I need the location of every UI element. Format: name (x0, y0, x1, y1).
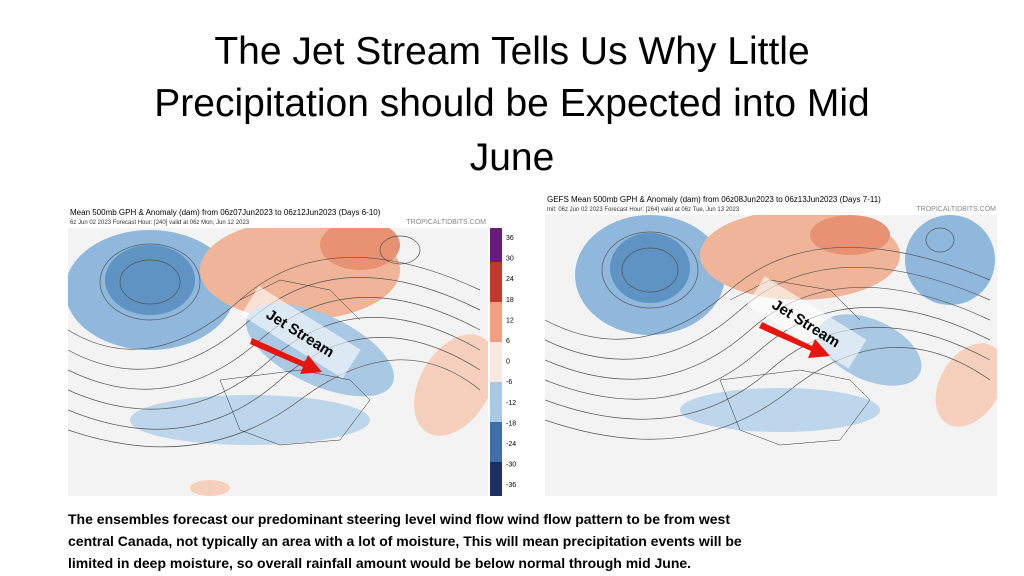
colorbar-label: 6 (506, 338, 510, 345)
colorbar-label: 24 (506, 276, 514, 283)
colorbar-label: 18 (506, 297, 514, 304)
colorbar-label: -12 (506, 400, 516, 407)
colorbar-label: -18 (506, 420, 516, 427)
map-header: Mean 500mb GPH & Anomaly (dam) from 06z0… (70, 208, 381, 217)
colorbar-label: -6 (506, 379, 512, 386)
colorbar (490, 228, 502, 496)
body-line: limited in deep moisture, so overall rai… (68, 555, 692, 571)
arrow (759, 322, 830, 358)
colorbar-label: -36 (506, 482, 516, 489)
body-line: central Canada, not typically an area wi… (68, 533, 742, 549)
map-credit: TROPICALTIDBITS.COM (406, 219, 486, 226)
map-header: GEFS Mean 500mb GPH & Anomaly (dam) from… (547, 195, 881, 204)
title-line: June (469, 136, 555, 179)
colorbar-label: -30 (506, 462, 516, 469)
title-line: Precipitation should be Expected into Mi… (154, 82, 870, 125)
colorbar-label: 30 (506, 256, 514, 263)
colorbar-label: 36 (506, 235, 514, 242)
body-line: The ensembles forecast our predominant s… (68, 511, 730, 527)
colorbar-label: -24 (506, 441, 516, 448)
map-credit: TROPICALTIDBITS.COM (916, 206, 996, 213)
map-subheader: Init: 06z Jun 02 2023 Forecast Hour: [26… (547, 207, 740, 213)
arrow (250, 338, 322, 374)
map-subheader: 6z Jun 02 2023 Forecast Hour: [240] vali… (70, 220, 250, 226)
colorbar-label: 12 (506, 317, 514, 324)
map-right (545, 215, 997, 496)
title-line: The Jet Stream Tells Us Why Little (214, 30, 810, 73)
colorbar-label: 0 (506, 359, 510, 366)
